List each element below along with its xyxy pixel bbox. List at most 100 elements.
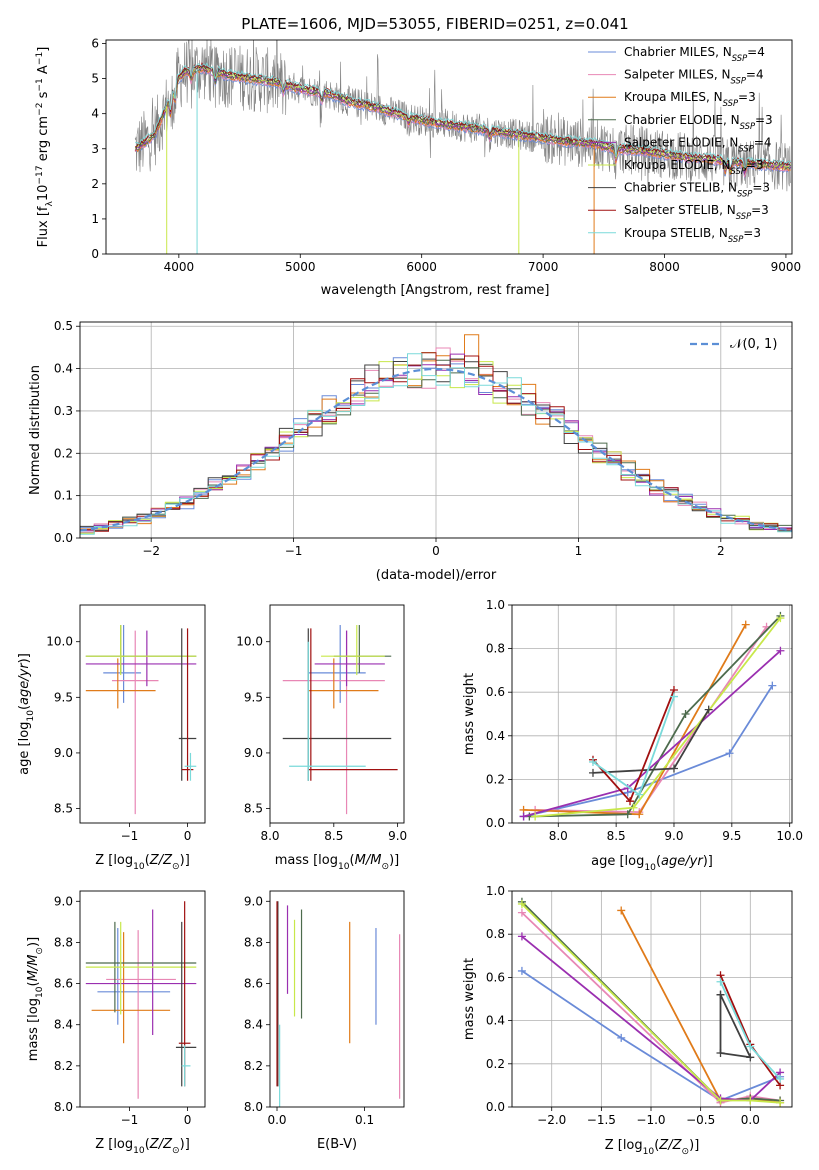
weight-marker	[588, 768, 597, 777]
y-tick-label: 0.8	[486, 927, 505, 941]
legend-label: Kroupa ELODIE, NSSP=3	[624, 158, 764, 176]
weight-marker	[669, 692, 678, 701]
x-tick-label: 10.0	[776, 829, 803, 843]
age-weight-axes: 8.0 8.5 9.0 9.5 10.0 0.0 0.2 0.4 0.6 0.8 1.0 age [l…	[462, 598, 803, 873]
x-tick-label: 7000	[528, 260, 559, 274]
weight-marker	[746, 1096, 755, 1105]
weight-line-chabrier-miles	[521, 970, 781, 1102]
spectrum-model-salpeter-stelib	[135, 61, 792, 171]
y-tick-label: 0.6	[486, 685, 505, 699]
x-tick-label: 1	[575, 544, 583, 558]
x-tick-label: 8.5	[324, 829, 343, 843]
legend-label: 𝒩(0, 1)	[730, 337, 777, 352]
z-weight-axes: −2.0 −1.5 −1.0 −0.5 0.0 0.0 0.2 0.4 0.6 0.8 1.0 Z […	[462, 884, 793, 1157]
x-tick-label: 9.5	[722, 829, 741, 843]
spectrum-ylabel: Flux [fλ10−17 erg cm−2 s−1 A−1]	[35, 47, 55, 248]
weight-line-chabrier-elodie	[529, 615, 782, 818]
age-weight-xlabel: age [log10(age/yr)]	[591, 854, 713, 873]
ebv-mass-plot	[276, 901, 401, 1107]
residual-hist-salpeter-stelib	[80, 352, 792, 532]
spectrum-model-kroupa-stelib	[135, 62, 792, 170]
weight-marker	[588, 757, 597, 766]
age-weight-plot	[512, 605, 792, 823]
age-weight-ylabel: mass weight	[462, 673, 477, 755]
z-mass-ylabel: mass [log10(M/M⊙)]	[26, 937, 45, 1061]
z-mass-frame	[79, 890, 206, 1108]
y-tick-label: 0.8	[486, 642, 505, 656]
x-tick-label: 0	[184, 1113, 192, 1127]
y-tick-label: 8.0	[54, 1100, 73, 1114]
spectrum-axes: 4000 5000 6000 7000 8000 9000 0 1 2 3 4 5 6 wavelengt…	[35, 37, 801, 298]
weight-line-kroupa-miles	[523, 624, 747, 816]
y-tick-label: 0.2	[486, 1057, 505, 1071]
mass-age-axes: 8.0 8.5 9.0 8.5 9.0 9.5 10.0 mass [log10(M/M⊙)]	[236, 604, 407, 872]
y-tick-label: 9.0	[244, 894, 263, 908]
figure-title: PLATE=1606, MJD=53055, FIBERID=0251, z=0…	[241, 15, 628, 33]
z-age-plot	[85, 625, 197, 815]
x-tick-label: −1.5	[587, 1113, 616, 1127]
y-tick-label: 8.5	[54, 802, 73, 816]
x-tick-label: −2.0	[537, 1113, 566, 1127]
age-weight-frame	[511, 604, 793, 824]
weight-marker	[635, 790, 644, 799]
x-tick-label: 0	[184, 829, 192, 843]
y-tick-label: 0	[91, 247, 99, 261]
x-tick-label: 8.5	[607, 829, 626, 843]
weight-marker	[517, 966, 526, 975]
y-tick-label: 1.0	[486, 884, 505, 898]
weight-marker	[741, 620, 750, 629]
z-weight-xlabel: Z [log10(Z/Z⊙)]	[605, 1138, 700, 1157]
z-age-frame	[79, 604, 206, 824]
x-tick-label: −1	[121, 1113, 139, 1127]
ebv-mass-axes: 0.0 0.1 8.0 8.2 8.4 8.6 8.8 9.0 E(B-V)	[244, 890, 405, 1152]
y-tick-label: 8.0	[244, 1100, 263, 1114]
residual-hist-kroupa-stelib	[80, 353, 792, 535]
x-tick-label: 0.0	[741, 1113, 760, 1127]
y-tick-label: 8.8	[244, 935, 263, 949]
y-tick-label: 8.5	[244, 802, 263, 816]
y-tick-label: 0.6	[486, 970, 505, 984]
y-tick-label: 10.0	[46, 635, 73, 649]
y-tick-label: 8.6	[54, 977, 73, 991]
normal-curve	[80, 367, 792, 532]
weight-line-salpeter-stelib	[592, 689, 675, 803]
legend-label: Kroupa STELIB, NSSP=3	[624, 226, 761, 244]
y-tick-label: 8.2	[244, 1059, 263, 1073]
ebv-mass-frame	[269, 890, 405, 1108]
weight-marker	[531, 812, 540, 821]
y-tick-label: 10.0	[236, 635, 263, 649]
x-tick-label: 6000	[406, 260, 437, 274]
legend-label: Salpeter STELIB, NSSP=3	[624, 203, 769, 221]
residuals-axes: −2 −1 0 1 2 0.0 0.1 0.2 0.3 0.4 0.5 (data-model)/er…	[28, 319, 793, 583]
y-tick-label: 9.0	[244, 746, 263, 760]
ebv-mass-xlabel: E(B-V)	[317, 1137, 357, 1152]
x-tick-label: 9.0	[664, 829, 683, 843]
weight-marker	[725, 749, 734, 758]
x-tick-label: 8.0	[549, 829, 568, 843]
y-tick-label: 0.4	[486, 729, 505, 743]
y-tick-label: 0.1	[54, 489, 73, 503]
y-tick-label: 8.2	[54, 1059, 73, 1073]
spectrum-xlabel: wavelength [Angstrom, rest frame]	[321, 283, 550, 298]
x-tick-label: −2	[142, 544, 160, 558]
y-tick-label: 0.0	[486, 1100, 505, 1114]
legend-label: Kroupa MILES, NSSP=3	[624, 90, 756, 108]
y-tick-label: 0.3	[54, 404, 73, 418]
weight-marker	[517, 899, 526, 908]
weight-line-chabrier-stelib	[719, 994, 752, 1059]
y-tick-label: 8.4	[54, 1018, 73, 1032]
y-tick-label: 8.4	[244, 1018, 263, 1032]
legend-label: Chabrier STELIB, NSSP=3	[624, 181, 770, 199]
mass-age-plot	[282, 625, 398, 815]
legend-label: Salpeter MILES, NSSP=4	[624, 68, 764, 86]
residuals-plot	[80, 322, 792, 538]
weight-marker	[617, 906, 626, 915]
weight-marker	[776, 646, 785, 655]
y-tick-label: 5	[91, 72, 99, 86]
weight-marker	[635, 810, 644, 819]
z-age-ylabel: age [log10(age/yr)]	[17, 653, 36, 775]
weight-marker	[776, 1074, 785, 1083]
x-tick-label: 9.0	[388, 829, 407, 843]
spectrum-legend: Chabrier MILES, NSSP=4 Salpeter MILES, NS…	[588, 45, 773, 244]
